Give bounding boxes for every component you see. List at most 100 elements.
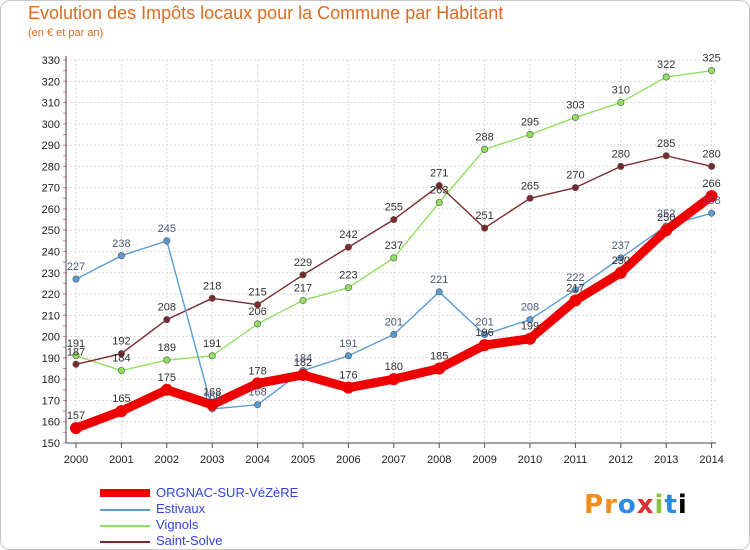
data-label: 191 xyxy=(67,338,85,350)
data-point xyxy=(72,275,80,283)
data-point xyxy=(72,360,80,368)
data-point xyxy=(117,252,125,260)
x-tick-label: 2011 xyxy=(564,454,588,466)
data-label: 166 xyxy=(203,391,221,403)
y-tick-label: 220 xyxy=(42,289,60,301)
x-tick-label: 2008 xyxy=(427,454,451,466)
y-tick-label: 150 xyxy=(42,438,60,450)
data-label: 187 xyxy=(67,346,85,358)
data-point xyxy=(117,350,125,358)
data-point xyxy=(617,254,625,262)
data-label: 180 xyxy=(385,361,403,373)
axes: 150 160 170 180 190 200 210 220 230 240 250 260 270 2… xyxy=(42,55,724,466)
data-label: 322 xyxy=(657,59,675,71)
y-tick-label: 300 xyxy=(42,119,60,131)
data-point xyxy=(299,296,307,304)
y-tick-label: 320 xyxy=(42,76,60,88)
data-label: 208 xyxy=(158,302,176,314)
legend-swatch-saint-solve xyxy=(100,541,150,543)
data-point xyxy=(571,113,579,121)
x-tick-label: 2002 xyxy=(155,454,179,466)
legend-label-estivaux: Estivaux xyxy=(156,501,206,516)
data-label: 325 xyxy=(702,53,720,65)
legend-label-vignols: Vignols xyxy=(156,517,199,532)
y-tick-label: 160 xyxy=(42,417,60,429)
chart-subtitle: (en € et par an) xyxy=(28,27,104,39)
data-point xyxy=(163,356,171,364)
series-lines xyxy=(70,67,718,435)
logo-letter: i xyxy=(677,490,688,520)
legend-label-orgnac: ORGNAC-SUR-VéZèRE xyxy=(156,485,299,500)
data-point xyxy=(524,332,536,345)
data-label: 295 xyxy=(521,116,539,128)
data-label: 250 xyxy=(657,212,675,224)
x-tick-label: 2003 xyxy=(200,454,224,466)
data-point xyxy=(70,422,82,435)
data-label: 230 xyxy=(612,255,630,267)
x-tick-label: 2005 xyxy=(291,454,315,466)
data-label: 206 xyxy=(248,306,266,318)
data-label: 208 xyxy=(521,302,539,314)
x-tick-label: 2013 xyxy=(654,454,678,466)
x-tick-label: 2014 xyxy=(699,454,723,466)
data-label: 251 xyxy=(475,210,493,222)
logo-letter: x xyxy=(636,490,655,520)
data-label: 168 xyxy=(203,387,221,399)
data-label: 258 xyxy=(702,195,720,207)
data-point xyxy=(390,216,398,224)
y-tick-label: 170 xyxy=(42,395,60,407)
data-point xyxy=(481,145,489,153)
data-label: 270 xyxy=(566,170,584,182)
y-tick-label: 250 xyxy=(42,225,60,237)
data-label: 222 xyxy=(566,272,584,284)
y-tick-label: 330 xyxy=(42,55,60,67)
data-point xyxy=(163,316,171,324)
data-point xyxy=(433,362,446,375)
data-label: 285 xyxy=(657,138,675,150)
x-tick-label: 2001 xyxy=(109,454,133,466)
data-point xyxy=(344,352,352,360)
data-label: 221 xyxy=(430,274,448,286)
data-label: 237 xyxy=(385,240,403,252)
data-point xyxy=(662,152,670,160)
data-label: 175 xyxy=(158,372,176,384)
data-point xyxy=(254,401,262,409)
data-point xyxy=(254,320,262,328)
data-label: 218 xyxy=(203,280,221,292)
y-tick-label: 210 xyxy=(42,310,60,322)
data-point xyxy=(115,405,128,418)
data-label: 201 xyxy=(475,316,493,328)
y-tick-label: 280 xyxy=(42,161,60,173)
data-label: 265 xyxy=(521,180,539,192)
x-tick-label: 2004 xyxy=(245,454,269,466)
data-label: 185 xyxy=(430,351,448,363)
data-label: 191 xyxy=(339,338,357,350)
data-point xyxy=(387,373,400,386)
y-tick-label: 260 xyxy=(42,204,60,216)
y-tick-label: 180 xyxy=(42,374,60,386)
data-point xyxy=(481,330,489,338)
data-point xyxy=(478,339,491,352)
data-point xyxy=(390,330,398,338)
data-point xyxy=(708,209,716,217)
data-label: 157 xyxy=(67,410,85,422)
data-label: 199 xyxy=(521,321,539,333)
y-tick-label: 310 xyxy=(42,98,60,110)
x-tick-label: 2010 xyxy=(518,454,542,466)
proxiti-logo: Proxiti xyxy=(584,490,688,520)
data-point xyxy=(299,271,307,279)
data-label: 184 xyxy=(112,353,130,365)
data-point xyxy=(526,194,534,202)
legend-swatch-orgnac xyxy=(100,489,150,497)
data-point xyxy=(251,377,264,390)
data-label: 227 xyxy=(67,261,85,273)
data-point xyxy=(435,199,443,207)
y-tick-label: 230 xyxy=(42,268,60,280)
data-point xyxy=(344,243,352,251)
x-tick-label: 2009 xyxy=(472,454,496,466)
logo-letter: i xyxy=(654,490,665,520)
data-label: 191 xyxy=(203,338,221,350)
data-label: 215 xyxy=(248,287,266,299)
logo-letter: t xyxy=(664,490,678,520)
data-label: 176 xyxy=(339,370,357,382)
